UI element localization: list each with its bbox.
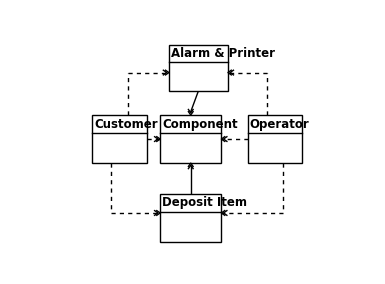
Bar (160, 194, 221, 242)
Bar (169, 45, 228, 91)
Bar (248, 115, 302, 163)
Text: Customer: Customer (94, 118, 158, 131)
Bar (92, 115, 147, 163)
Bar (160, 115, 221, 163)
Text: Deposit Item: Deposit Item (162, 196, 247, 209)
Text: Component: Component (162, 118, 238, 131)
Text: Operator: Operator (249, 118, 309, 131)
Text: Alarm & Printer: Alarm & Printer (171, 47, 275, 60)
